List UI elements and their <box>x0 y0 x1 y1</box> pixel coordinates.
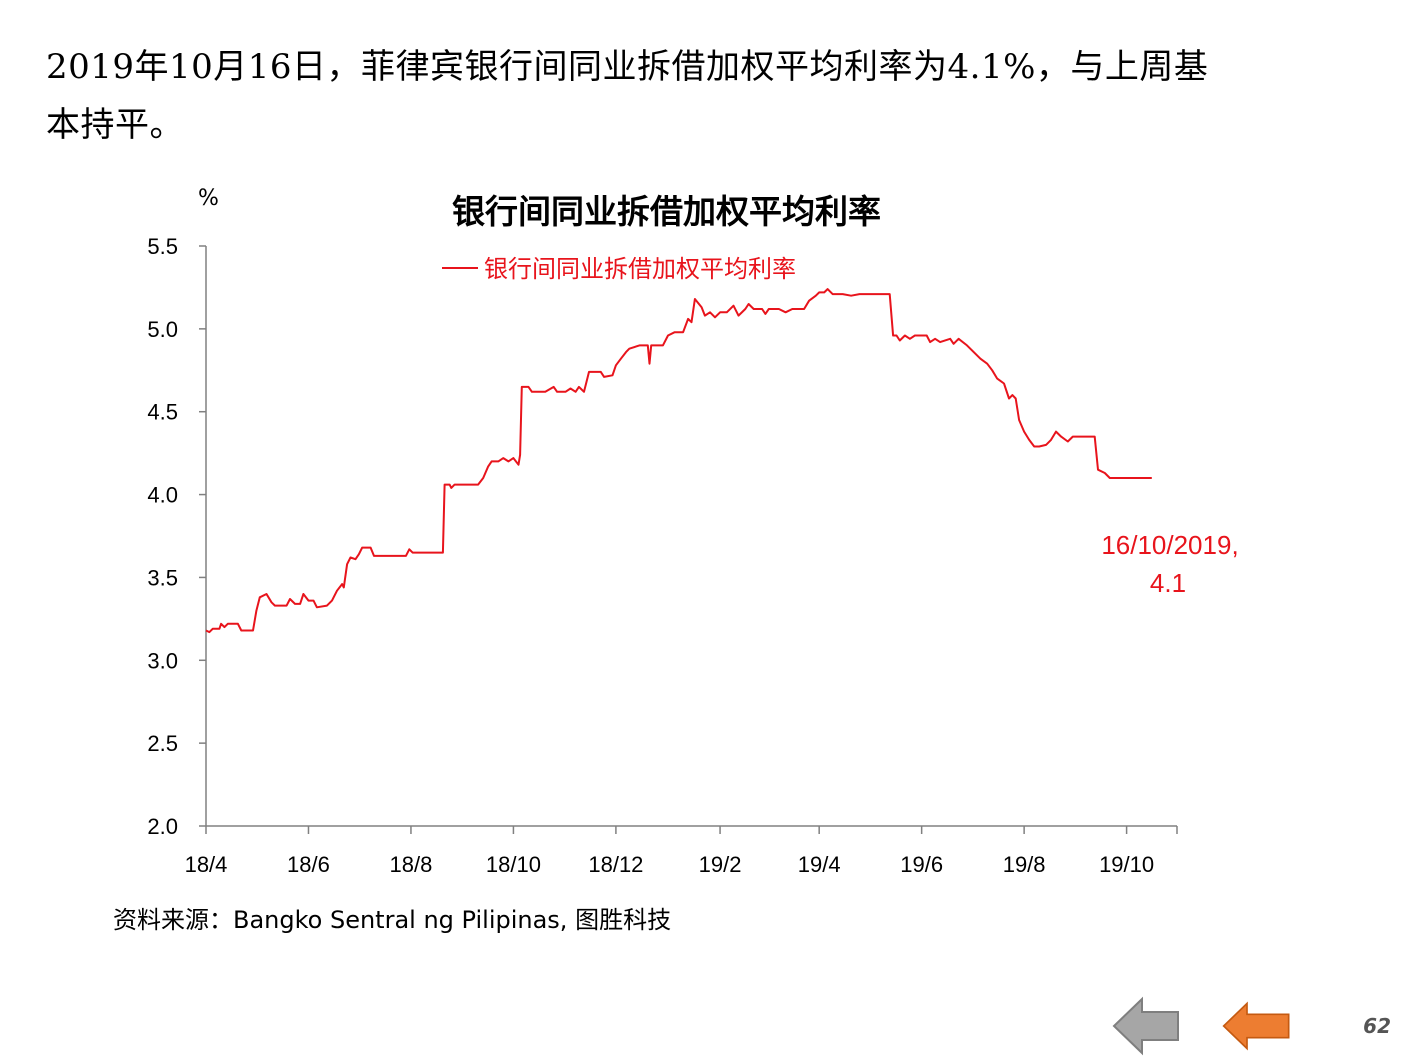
headline-line-2: 本持平。 <box>46 105 184 145</box>
page-number: 62 <box>1363 1014 1391 1038</box>
source-note: 资料来源：Bangko Sentral ng Pilipinas, 图胜科技 <box>113 906 672 934</box>
chart-title: 银行间同业拆借加权平均利率 <box>452 192 881 231</box>
headline: 2019年10月16日，菲律宾银行间同业拆借加权平均利率为4.1%，与上周基 本… <box>46 38 1366 154</box>
series-line <box>205 288 1152 634</box>
y-axis-unit: % <box>198 186 219 211</box>
x-tick-label: 18/4 <box>185 852 228 877</box>
x-tick-label: 18/12 <box>588 852 643 877</box>
back-arrow-shape <box>1112 996 1179 1056</box>
x-tick-label: 19/10 <box>1099 852 1154 877</box>
headline-line-1: 2019年10月16日，菲律宾银行间同业拆借加权平均利率为4.1%，与上周基 <box>46 47 1209 87</box>
annotation-date: 16/10/2019, <box>1101 530 1238 560</box>
y-tick-label: 2.5 <box>147 731 178 756</box>
y-tick-label: 4.0 <box>147 483 178 508</box>
annotation-value: 4.1 <box>1150 568 1186 598</box>
previous-arrow-shape <box>1222 1001 1290 1051</box>
x-tick-label: 19/4 <box>798 852 841 877</box>
y-tick-label: 5.5 <box>147 234 178 259</box>
legend-label: 银行间同业拆借加权平均利率 <box>484 255 796 283</box>
y-tick-label: 2.0 <box>147 814 178 839</box>
x-tick-label: 19/2 <box>699 852 742 877</box>
y-tick-label: 3.5 <box>147 565 178 590</box>
x-tick-label: 18/10 <box>486 852 541 877</box>
previous-arrow-icon[interactable] <box>1222 996 1292 1056</box>
y-tick-label: 3.0 <box>147 648 178 673</box>
x-tick-label: 18/6 <box>287 852 330 877</box>
x-tick-label: 19/6 <box>900 852 943 877</box>
y-tick-label: 4.5 <box>147 400 178 425</box>
x-tick-label: 18/8 <box>390 852 433 877</box>
x-tick-label: 19/8 <box>1003 852 1046 877</box>
y-tick-label: 5.0 <box>147 317 178 342</box>
back-arrow-icon[interactable] <box>1112 996 1182 1056</box>
